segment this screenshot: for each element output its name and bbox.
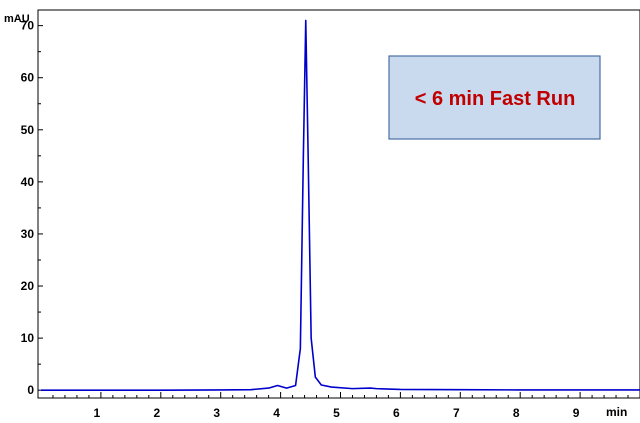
x-tick-label: 7 (453, 406, 460, 420)
x-tick-label: 1 (94, 406, 101, 420)
x-tick-label: 2 (153, 406, 160, 420)
y-tick-label: 60 (21, 71, 35, 85)
y-unit-label: mAU (4, 13, 30, 25)
y-tick-label: 20 (21, 279, 35, 293)
y-axis: 0 10 20 30 40 50 60 70 (21, 19, 43, 397)
x-tick-label: 6 (393, 406, 400, 420)
annotation-text: < 6 min Fast Run (415, 88, 576, 110)
x-tick-label: 5 (333, 406, 340, 420)
y-tick-label: 30 (21, 227, 35, 241)
series-line (41, 19, 640, 391)
y-tick-label: 0 (27, 383, 34, 397)
series-group (41, 19, 640, 391)
y-tick-label: 50 (21, 123, 35, 137)
x-axis: 1 2 3 4 5 6 7 8 9 (52, 392, 629, 420)
x-unit-label: min (606, 405, 627, 419)
y-tick-label: 10 (21, 331, 35, 345)
annotation-background (388, 55, 601, 140)
y-tick-label: 70 (21, 19, 35, 33)
y-tick-label: 40 (21, 175, 35, 189)
x-tick-label: 8 (513, 406, 520, 420)
x-tick-label: 9 (573, 406, 580, 420)
x-tick-label: 3 (213, 406, 220, 420)
x-tick-label: 4 (273, 406, 280, 420)
annotation-box: < 6 min Fast Run (388, 55, 601, 140)
